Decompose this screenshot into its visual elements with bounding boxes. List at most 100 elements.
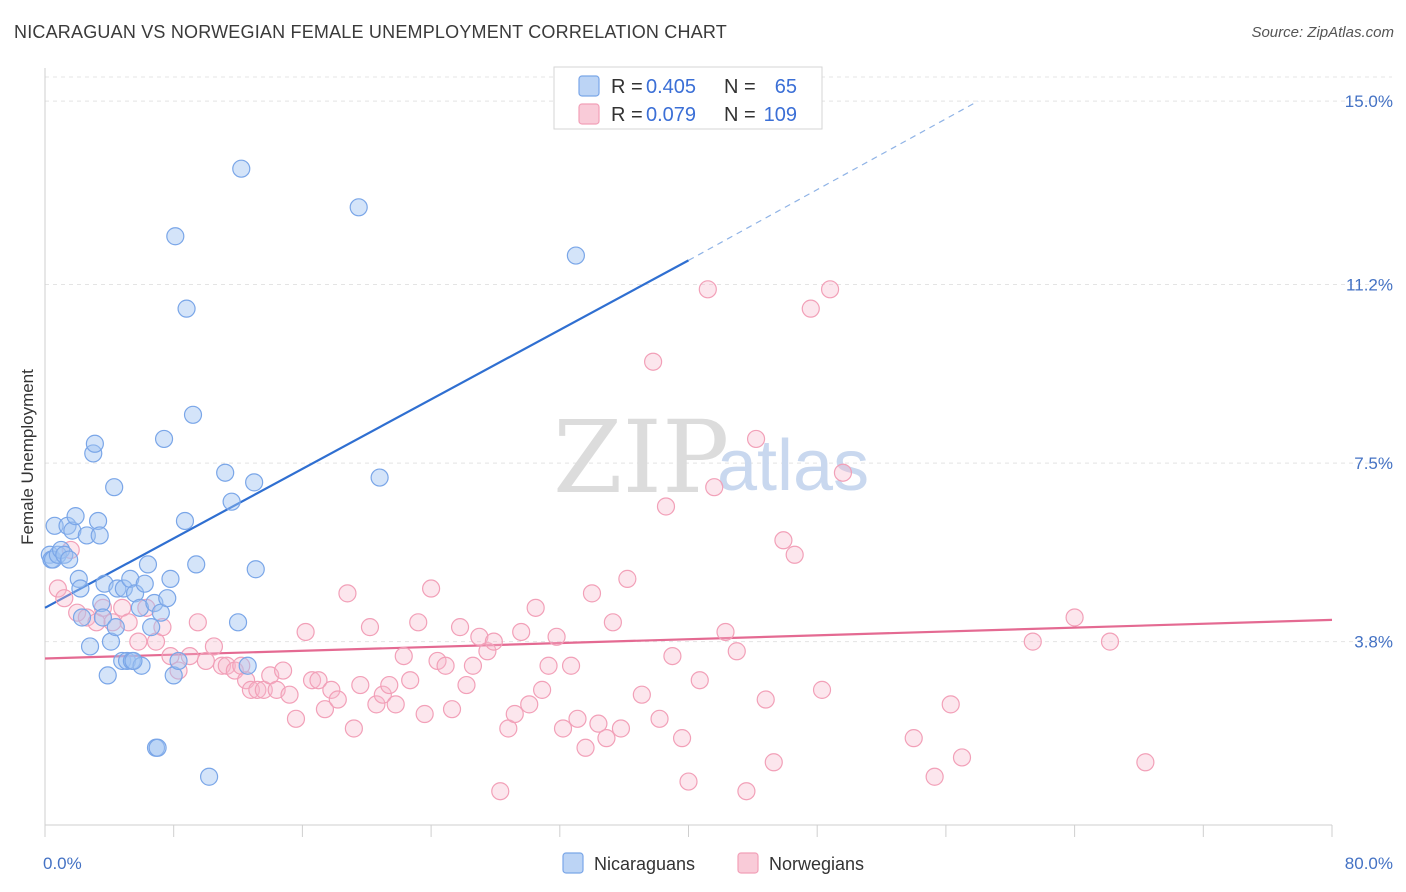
point-norwegians <box>484 632 503 651</box>
point-norwegians <box>48 579 67 598</box>
point-nicaraguans <box>114 579 133 598</box>
point-nicaraguans <box>161 569 180 588</box>
point-nicaraguans <box>63 521 82 540</box>
trend-line-nicaraguans-extension <box>688 100 979 261</box>
point-norwegians <box>450 618 470 637</box>
point-nicaraguans <box>349 198 368 217</box>
point-norwegians <box>401 671 420 690</box>
point-norwegians <box>457 675 476 695</box>
point-nicaraguans <box>199 767 219 786</box>
y-tick-label: 11.2% <box>1346 276 1393 295</box>
point-norwegians <box>248 680 267 699</box>
point-norwegians <box>679 772 698 791</box>
point-nicaraguans <box>125 584 145 603</box>
chart-title: NICARAGUAN VS NORWEGIAN FEMALE UNEMPLOYM… <box>14 22 727 42</box>
point-norwegians <box>618 569 637 588</box>
point-norwegians <box>904 729 923 748</box>
point-norwegians <box>512 622 531 642</box>
point-norwegians <box>204 637 224 656</box>
point-norwegians <box>672 729 692 748</box>
point-nicaraguans <box>60 550 79 569</box>
point-nicaraguans <box>138 555 158 574</box>
point-norwegians <box>280 685 299 704</box>
point-nicaraguans <box>45 516 64 535</box>
legend-swatch-norwegians <box>578 103 600 125</box>
point-norwegians <box>716 622 735 642</box>
point-norwegians <box>746 429 766 449</box>
data-points <box>40 159 1155 801</box>
point-nicaraguans <box>164 666 183 685</box>
point-norwegians <box>491 782 510 801</box>
point-nicaraguans <box>77 526 96 545</box>
point-norwegians <box>309 671 328 690</box>
point-norwegians <box>373 685 392 704</box>
point-norwegians <box>941 695 960 714</box>
point-nicaraguans <box>98 666 117 685</box>
correlation-legend: R = 0.405 N = 65 R = 0.079 N = 109 <box>553 66 823 130</box>
point-nicaraguans <box>85 434 104 453</box>
point-nicaraguans <box>187 555 206 574</box>
point-norwegians <box>273 661 293 680</box>
point-norwegians <box>644 352 663 371</box>
point-nicaraguans <box>370 468 389 487</box>
point-norwegians <box>597 729 616 748</box>
legend-n-value-1: 65 <box>775 76 797 98</box>
point-norwegians <box>520 695 539 714</box>
point-nicaraguans <box>232 159 251 178</box>
point-norwegians <box>1065 608 1084 627</box>
point-norwegians <box>663 646 682 666</box>
point-norwegians <box>1100 632 1120 651</box>
point-norwegians <box>286 709 306 728</box>
point-norwegians <box>952 748 972 767</box>
point-norwegians <box>589 714 608 733</box>
point-norwegians <box>774 531 793 550</box>
point-norwegians <box>553 719 573 738</box>
y-tick-label: 7.5% <box>1354 454 1393 473</box>
point-norwegians <box>533 680 552 699</box>
point-norwegians <box>505 704 524 724</box>
point-nicaraguans <box>158 589 177 608</box>
bottom-legend-swatch-norwegians <box>737 852 759 874</box>
point-nicaraguans <box>101 632 121 651</box>
point-norwegians <box>315 700 335 719</box>
legend-r-label-1: R = <box>611 76 643 98</box>
point-norwegians <box>470 627 489 646</box>
chart-source: Source: ZipAtlas.com <box>1251 24 1394 41</box>
point-norwegians <box>785 545 804 564</box>
point-norwegians <box>1136 753 1155 772</box>
point-norwegians <box>380 675 399 695</box>
point-nicaraguans <box>142 618 161 637</box>
point-nicaraguans <box>148 738 167 757</box>
point-norwegians <box>344 719 363 738</box>
point-norwegians <box>1023 632 1042 651</box>
point-nicaraguans <box>108 579 127 598</box>
point-norwegians <box>77 608 96 627</box>
x-tick-label: 80.0% <box>1345 854 1393 873</box>
point-norwegians <box>656 497 676 516</box>
point-norwegians <box>103 613 122 632</box>
point-nicaraguans <box>80 637 100 656</box>
point-nicaraguans <box>90 526 109 545</box>
legend-n-label-1: N = <box>724 76 756 98</box>
bottom-legend-label-norwegians: Norwegians <box>769 854 864 874</box>
point-norwegians <box>690 671 709 690</box>
point-norwegians <box>820 280 840 299</box>
legend-r-value-2: 0.079 <box>646 104 696 126</box>
point-norwegians <box>756 690 775 709</box>
point-norwegians <box>611 719 631 738</box>
trend-line-nicaraguans <box>44 259 690 609</box>
point-nicaraguans <box>177 299 196 318</box>
point-nicaraguans <box>93 608 113 627</box>
trend-line-norwegians <box>44 618 1333 660</box>
legend-n-value-2: 109 <box>764 104 797 126</box>
point-norwegians <box>409 613 428 632</box>
y-tick-label: 3.8% <box>1354 633 1393 652</box>
bottom-legend-label-nicaraguans: Nicaraguans <box>594 854 695 874</box>
point-nicaraguans <box>48 545 67 564</box>
point-norwegians <box>737 782 756 801</box>
legend-r-label-2: R = <box>611 104 643 126</box>
point-norwegians <box>526 598 545 617</box>
point-nicaraguans <box>238 656 257 675</box>
point-nicaraguans <box>124 651 143 671</box>
point-nicaraguans <box>166 227 185 246</box>
